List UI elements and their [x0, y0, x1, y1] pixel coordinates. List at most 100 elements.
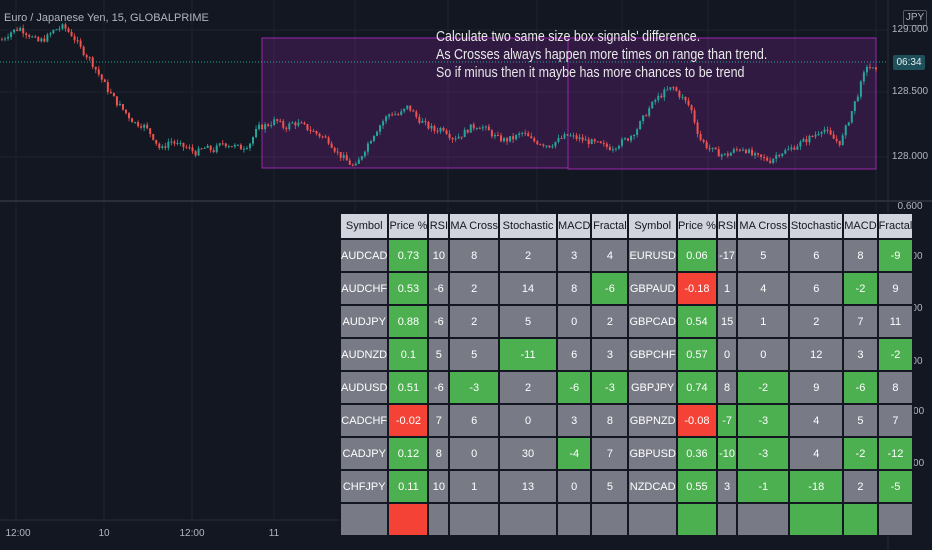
signal-cell: 4: [590, 238, 630, 273]
price-tick-label: 129.000: [891, 24, 929, 35]
candle-body: [515, 135, 518, 140]
signal-cell: 0.11: [387, 469, 430, 504]
signal-cell: 6: [556, 337, 593, 372]
candle-body: [112, 93, 115, 97]
signal-cell: [556, 502, 593, 537]
candle-body: [424, 121, 427, 123]
candles: [1, 22, 877, 167]
candle-body: [55, 29, 58, 31]
candle-body: [255, 129, 258, 138]
signal-cell: 0.57: [675, 337, 718, 372]
candle-body: [744, 149, 747, 153]
table-header-cell: MACD: [556, 212, 593, 240]
candle-body: [442, 128, 445, 131]
candle-body: [865, 67, 868, 73]
candle-body: [270, 124, 273, 126]
candle-body: [826, 129, 829, 131]
candle-body: [46, 34, 49, 42]
candle-body: [34, 36, 37, 38]
candle-body: [684, 96, 687, 101]
candle-body: [288, 123, 291, 130]
time-tick-label: 12:00: [179, 528, 205, 539]
candle-body: [376, 131, 379, 136]
candle-body: [478, 128, 481, 130]
candle-body: [85, 55, 88, 58]
candle-body: [617, 145, 620, 149]
candle-body: [614, 148, 617, 150]
candle-body: [627, 138, 630, 141]
candle-body: [475, 128, 478, 130]
candle-body: [539, 144, 542, 146]
table-header-cell: RSI: [715, 212, 739, 240]
candle-body: [203, 148, 206, 150]
candle-body: [28, 35, 31, 37]
signal-cell: 5: [736, 238, 791, 273]
table-header-cell: Stochastic: [498, 212, 559, 240]
candle-body: [620, 139, 623, 146]
signal-cell: 0.88: [387, 304, 430, 339]
candle-body: [363, 151, 366, 157]
signal-cell: -17: [715, 238, 739, 273]
table-row: AUDNZD 0.1 5 5 -11 6 3 GBPCHF 0.57 0 0 12 3 -2: [338, 337, 915, 372]
table-header-cell: MA Cross: [448, 212, 501, 240]
candle-body: [678, 90, 681, 98]
candle-body: [838, 140, 841, 146]
candle-body: [772, 158, 775, 163]
signal-cell: 1: [715, 271, 739, 306]
candle-body: [853, 101, 856, 112]
symbol-cell: EURUSD: [627, 238, 678, 273]
candle-body: [155, 139, 158, 144]
signal-cell: -5: [876, 469, 915, 504]
candle-body: [369, 141, 372, 144]
candle-body: [726, 153, 729, 156]
candle-body: [509, 136, 512, 142]
candle-body: [212, 150, 215, 153]
candle-body: [871, 67, 874, 69]
candle-body: [124, 109, 127, 114]
candle-body: [25, 33, 28, 36]
candle-body: [242, 148, 245, 150]
candle-body: [751, 149, 754, 156]
candle-body: [230, 146, 233, 148]
signal-cell: 5: [842, 403, 879, 438]
currency-label[interactable]: JPY: [903, 10, 927, 26]
candle-body: [717, 149, 720, 157]
candle-body: [134, 122, 137, 124]
candle-body: [669, 87, 672, 90]
candle-body: [106, 82, 109, 92]
annotation-line: So if minus then it maybe has more chanc…: [436, 65, 745, 81]
candle-body: [37, 37, 40, 42]
symbol-cell: AUDJPY: [338, 304, 390, 339]
candle-body: [345, 155, 348, 161]
candle-body: [850, 111, 853, 123]
candle-body: [660, 95, 663, 98]
candle-body: [236, 144, 239, 146]
candle-body: [351, 164, 354, 166]
signal-cell: -6: [427, 271, 451, 306]
candle-body: [430, 125, 433, 129]
candle-body: [787, 149, 790, 151]
signal-cell: 4: [788, 403, 845, 438]
signal-cell: 30: [498, 436, 559, 471]
indicator-tick-label: 0.600: [897, 201, 923, 212]
candle-body: [1, 39, 3, 41]
signal-cell: 0.06: [675, 238, 718, 273]
candle-body: [451, 137, 454, 140]
signal-cell: 10: [427, 469, 451, 504]
signal-cell: [387, 502, 430, 537]
candle-body: [630, 135, 633, 141]
candle-body: [732, 149, 735, 153]
candle-body: [841, 135, 844, 146]
signal-boxes: [261, 37, 877, 170]
signal-cell: 0: [498, 403, 559, 438]
annotation-line: Calculate two same size box signals' dif…: [436, 29, 701, 45]
candle-body: [702, 139, 705, 142]
candle-body: [146, 124, 149, 129]
candle-body: [267, 124, 270, 126]
candle-body: [185, 147, 188, 149]
signal-cell: [788, 502, 845, 537]
symbol-cell: GBPCAD: [627, 304, 678, 339]
signal-cell: 4: [736, 271, 791, 306]
signal-cell: 0.54: [675, 304, 718, 339]
candle-body: [152, 134, 155, 140]
